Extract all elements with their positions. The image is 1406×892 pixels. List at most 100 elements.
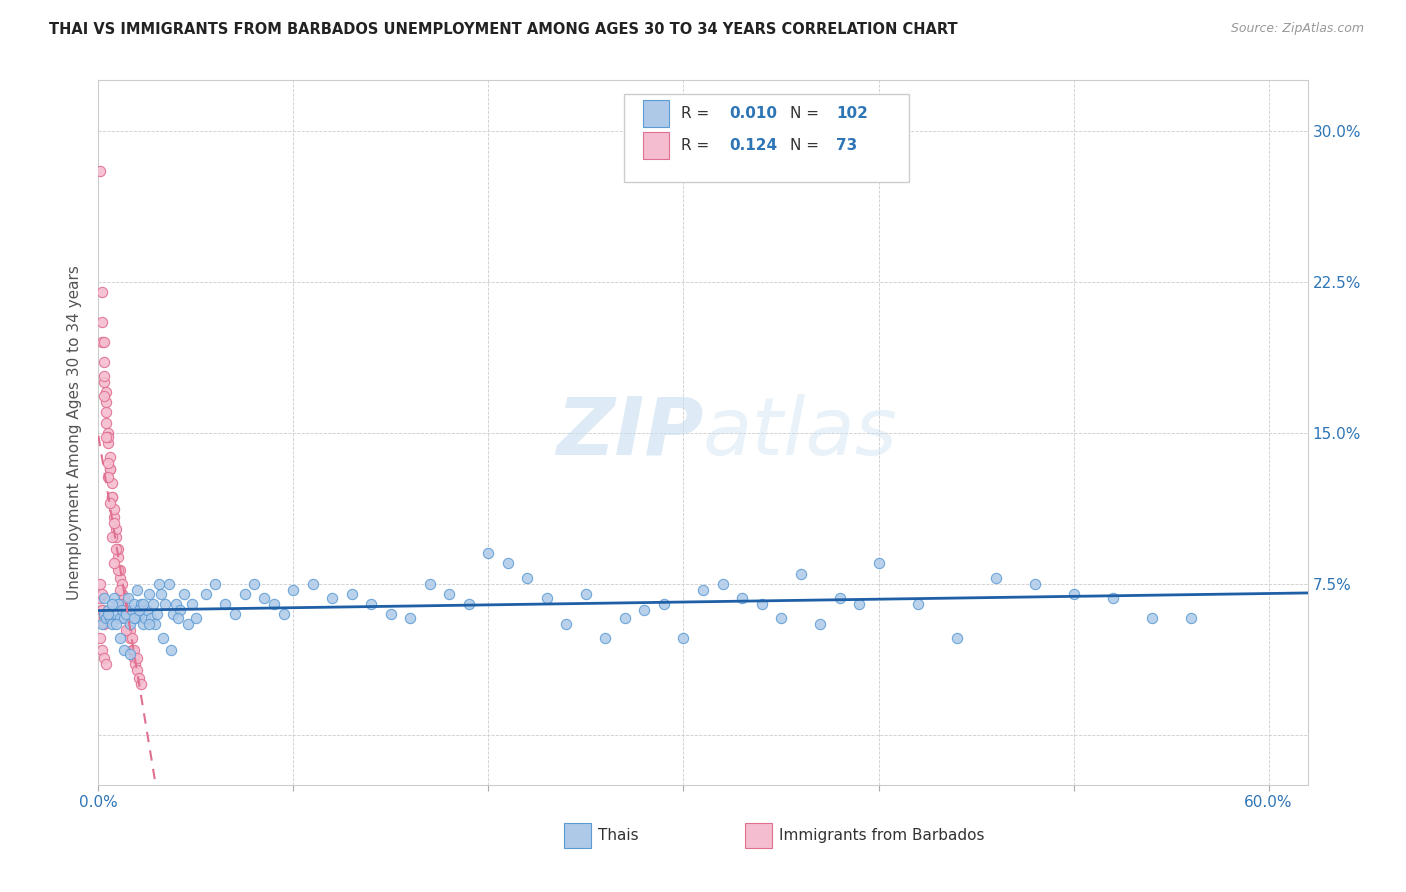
Point (112, 603, 135, 617)
Text: 73: 73 (837, 138, 858, 153)
Point (148, 576, 170, 591)
Point (104, 522, 127, 536)
Point (321, 591, 343, 605)
Point (159, 643, 181, 657)
Point (131, 677, 153, 691)
Point (98, 496, 121, 510)
Point (117, 591, 139, 605)
Y-axis label: Unemployment Among Ages 30 to 34 years: Unemployment Among Ages 30 to 34 years (67, 265, 83, 600)
Point (134, 611, 156, 625)
Point (127, 582, 149, 597)
Point (111, 597, 134, 611)
Bar (643, 132, 669, 159)
Point (173, 587, 195, 601)
Point (121, 643, 143, 657)
Point (224, 607, 246, 621)
Text: Thais: Thais (598, 828, 638, 843)
Point (399, 611, 422, 625)
Point (139, 611, 162, 625)
Point (458, 597, 481, 611)
Point (1024, 576, 1046, 591)
Point (101, 490, 124, 504)
Point (96, 430, 118, 444)
Point (149, 587, 172, 601)
Bar (745, 823, 772, 848)
Point (555, 616, 578, 631)
Point (97, 470, 120, 484)
Point (114, 623, 136, 637)
Point (184, 611, 207, 625)
Point (108, 631, 131, 645)
Point (165, 597, 187, 611)
Point (97, 607, 120, 621)
Point (128, 607, 150, 621)
Point (1180, 611, 1202, 625)
Point (91, 334, 114, 349)
Point (108, 571, 131, 585)
Bar (643, 100, 669, 127)
Point (121, 631, 143, 645)
Point (731, 591, 754, 605)
Point (138, 587, 160, 601)
Point (89, 591, 111, 605)
Point (91, 315, 114, 329)
Point (828, 591, 851, 605)
Point (114, 607, 136, 621)
Point (118, 616, 141, 631)
Point (169, 603, 191, 617)
Point (114, 611, 136, 625)
Point (93, 651, 115, 665)
Point (104, 530, 127, 544)
Point (112, 591, 135, 605)
Point (907, 597, 929, 611)
Point (167, 611, 190, 625)
Point (204, 576, 226, 591)
Point (96, 416, 118, 430)
Point (808, 616, 831, 631)
Point (97, 456, 120, 470)
Point (283, 582, 305, 597)
Point (91, 616, 114, 631)
Point (194, 587, 217, 601)
Point (98, 450, 121, 464)
Text: N =: N = (790, 138, 824, 153)
Point (1140, 611, 1163, 625)
Point (97, 603, 120, 617)
Point (93, 376, 115, 390)
Point (91, 603, 114, 617)
Point (103, 591, 125, 605)
Text: THAI VS IMMIGRANTS FROM BARBADOS UNEMPLOYMENT AMONG AGES 30 TO 34 YEARS CORRELAT: THAI VS IMMIGRANTS FROM BARBADOS UNEMPLO… (49, 22, 957, 37)
Point (652, 597, 675, 611)
Point (575, 587, 598, 601)
Point (112, 643, 135, 657)
Point (142, 597, 165, 611)
Point (273, 607, 295, 621)
Point (1063, 587, 1085, 601)
Point (107, 542, 129, 557)
Point (124, 657, 146, 672)
Point (380, 607, 402, 621)
Point (360, 597, 382, 611)
Point (848, 597, 870, 611)
Point (340, 587, 363, 601)
Point (181, 597, 204, 611)
Point (122, 651, 145, 665)
Point (536, 591, 558, 605)
Text: Immigrants from Barbados: Immigrants from Barbados (779, 828, 984, 843)
Point (138, 616, 160, 631)
Point (214, 597, 236, 611)
Text: N =: N = (790, 106, 824, 121)
Point (98, 611, 121, 625)
Point (614, 611, 637, 625)
Point (103, 510, 125, 524)
Point (118, 631, 141, 645)
Point (98, 462, 121, 476)
Point (152, 631, 174, 645)
Point (104, 607, 127, 621)
Point (101, 616, 124, 631)
Point (89, 631, 111, 645)
Point (692, 582, 714, 597)
Point (127, 651, 149, 665)
Point (1101, 591, 1123, 605)
Point (711, 576, 734, 591)
